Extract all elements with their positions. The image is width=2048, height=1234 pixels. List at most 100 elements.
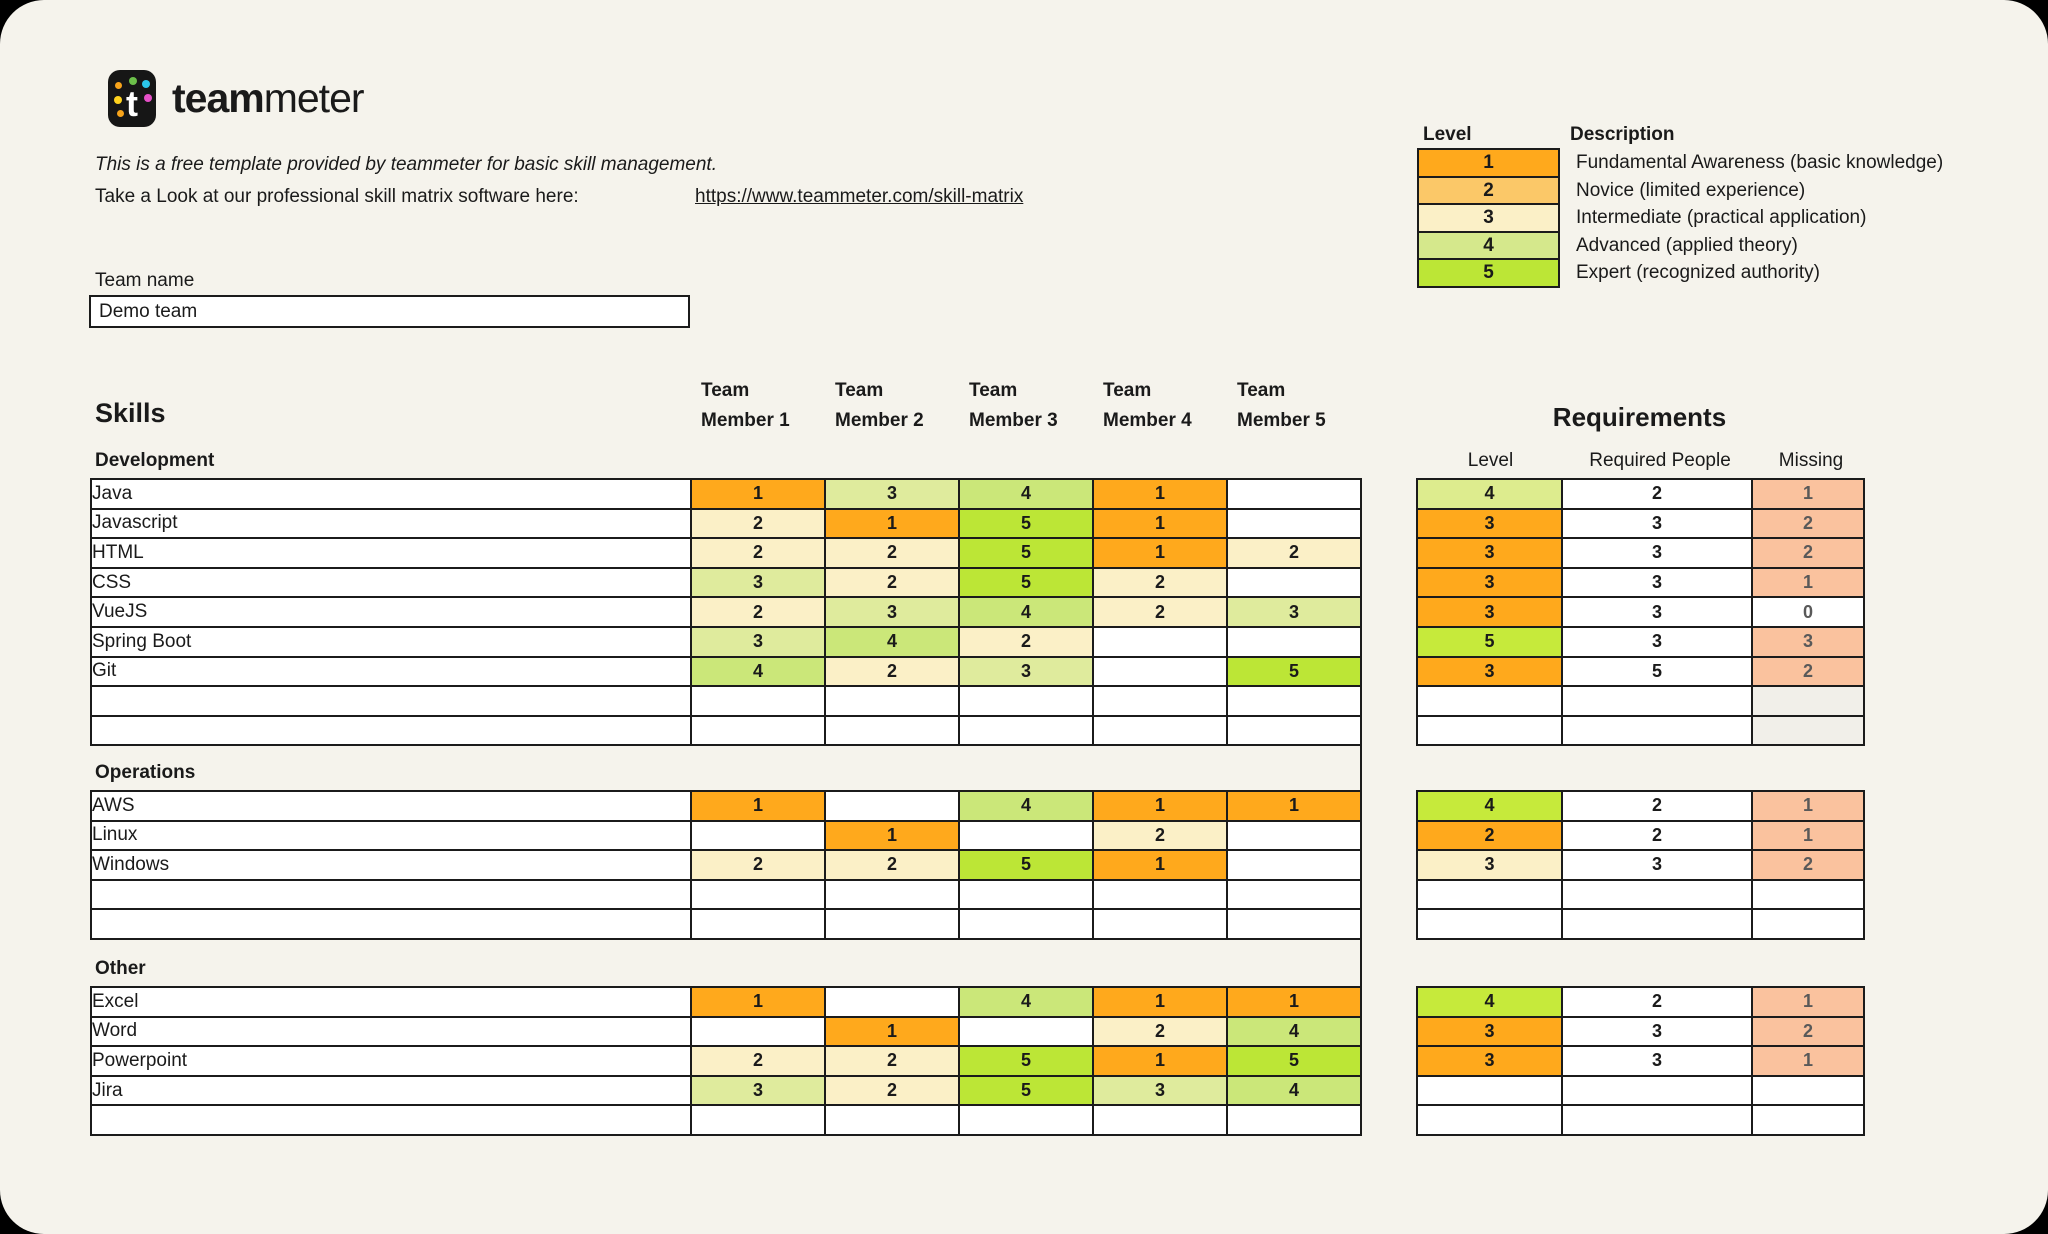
skill-level-cell[interactable]: 5	[958, 1074, 1094, 1107]
skill-level-cell[interactable]: 2	[824, 537, 960, 569]
skill-name-cell[interactable]: Javascript	[90, 507, 692, 540]
required-people-cell[interactable]: 2	[1561, 986, 1753, 1018]
required-level-cell[interactable]: 3	[1416, 1015, 1563, 1048]
missing-cell[interactable]	[1751, 878, 1865, 911]
skill-level-cell[interactable]: 2	[1092, 596, 1228, 628]
skill-level-cell[interactable]: 2	[690, 849, 826, 881]
missing-cell[interactable]	[1751, 1104, 1865, 1136]
skill-name-cell[interactable]	[90, 714, 692, 747]
skill-level-cell[interactable]	[690, 819, 826, 852]
skill-level-cell[interactable]: 4	[1226, 1015, 1362, 1048]
skill-level-cell[interactable]: 1	[1092, 507, 1228, 540]
skill-level-cell[interactable]	[824, 908, 960, 940]
skill-level-cell[interactable]	[690, 685, 826, 717]
required-people-cell[interactable]: 2	[1561, 478, 1753, 510]
skill-level-cell[interactable]: 4	[958, 478, 1094, 510]
required-level-cell[interactable]: 3	[1416, 849, 1563, 881]
skill-name-cell[interactable]: CSS	[90, 566, 692, 599]
required-people-cell[interactable]	[1561, 1104, 1753, 1136]
skill-level-cell[interactable]	[958, 908, 1094, 940]
skill-level-cell[interactable]: 1	[1092, 478, 1228, 510]
skill-level-cell[interactable]	[1226, 819, 1362, 852]
skill-level-cell[interactable]	[1226, 685, 1362, 717]
skill-level-cell[interactable]	[1092, 908, 1228, 940]
skill-level-cell[interactable]: 2	[824, 566, 960, 599]
required-people-cell[interactable]	[1561, 878, 1753, 911]
skill-level-cell[interactable]: 2	[824, 655, 960, 688]
required-level-cell[interactable]	[1416, 1074, 1563, 1107]
skill-level-cell[interactable]: 1	[1092, 1045, 1228, 1077]
skill-level-cell[interactable]	[1092, 685, 1228, 717]
skill-level-cell[interactable]	[824, 1104, 960, 1136]
missing-cell[interactable]: 0	[1751, 596, 1865, 628]
skill-level-cell[interactable]: 1	[1092, 537, 1228, 569]
skill-level-cell[interactable]: 5	[958, 1045, 1094, 1077]
skill-name-cell[interactable]	[90, 878, 692, 911]
skill-level-cell[interactable]	[1226, 849, 1362, 881]
team-name-input[interactable]	[89, 295, 690, 328]
skill-level-cell[interactable]: 3	[1092, 1074, 1228, 1107]
skill-level-cell[interactable]	[1226, 507, 1362, 540]
required-people-cell[interactable]: 3	[1561, 1045, 1753, 1077]
missing-cell[interactable]: 2	[1751, 1015, 1865, 1048]
skill-level-cell[interactable]: 2	[1092, 819, 1228, 852]
skill-name-cell[interactable]: Windows	[90, 849, 692, 881]
required-people-cell[interactable]: 2	[1561, 819, 1753, 852]
skill-name-cell[interactable]: Excel	[90, 986, 692, 1018]
skill-level-cell[interactable]: 5	[958, 849, 1094, 881]
required-level-cell[interactable]: 2	[1416, 819, 1563, 852]
skill-level-cell[interactable]: 1	[1226, 790, 1362, 822]
skill-level-cell[interactable]	[958, 819, 1094, 852]
skill-level-cell[interactable]	[824, 878, 960, 911]
skill-level-cell[interactable]	[824, 685, 960, 717]
skill-level-cell[interactable]: 2	[824, 1045, 960, 1077]
skill-level-cell[interactable]: 2	[690, 507, 826, 540]
skill-level-cell[interactable]: 1	[690, 478, 826, 510]
skill-level-cell[interactable]: 5	[958, 566, 1094, 599]
skill-level-cell[interactable]: 2	[824, 849, 960, 881]
skill-level-cell[interactable]: 1	[690, 790, 826, 822]
skill-level-cell[interactable]: 1	[1092, 790, 1228, 822]
required-level-cell[interactable]	[1416, 878, 1563, 911]
skill-name-cell[interactable]: AWS	[90, 790, 692, 822]
missing-cell[interactable]	[1751, 908, 1865, 940]
skill-level-cell[interactable]	[690, 1015, 826, 1048]
required-people-cell[interactable]: 3	[1561, 1015, 1753, 1048]
skill-level-cell[interactable]	[1226, 625, 1362, 658]
missing-cell[interactable]: 1	[1751, 478, 1865, 510]
missing-cell[interactable]: 1	[1751, 566, 1865, 599]
required-level-cell[interactable]: 3	[1416, 507, 1563, 540]
missing-cell[interactable]: 2	[1751, 537, 1865, 569]
skill-level-cell[interactable]: 3	[690, 1074, 826, 1107]
required-level-cell[interactable]: 4	[1416, 478, 1563, 510]
missing-cell[interactable]: 1	[1751, 790, 1865, 822]
skill-level-cell[interactable]	[1226, 908, 1362, 940]
skill-level-cell[interactable]: 5	[958, 507, 1094, 540]
missing-cell[interactable]: 1	[1751, 986, 1865, 1018]
skill-level-cell[interactable]	[1226, 478, 1362, 510]
skill-name-cell[interactable]: Spring Boot	[90, 625, 692, 658]
skill-level-cell[interactable]: 4	[1226, 1074, 1362, 1107]
skill-name-cell[interactable]	[90, 685, 692, 717]
skill-level-cell[interactable]: 1	[824, 507, 960, 540]
required-people-cell[interactable]	[1561, 714, 1753, 747]
required-people-cell[interactable]: 3	[1561, 849, 1753, 881]
skill-level-cell[interactable]	[958, 878, 1094, 911]
skill-level-cell[interactable]: 3	[824, 478, 960, 510]
skill-level-cell[interactable]	[958, 714, 1094, 747]
required-people-cell[interactable]: 3	[1561, 596, 1753, 628]
required-level-cell[interactable]: 3	[1416, 537, 1563, 569]
skill-level-cell[interactable]: 3	[690, 625, 826, 658]
skill-level-cell[interactable]: 2	[824, 1074, 960, 1107]
required-level-cell[interactable]: 3	[1416, 596, 1563, 628]
skill-name-cell[interactable]: Powerpoint	[90, 1045, 692, 1077]
skill-level-cell[interactable]: 4	[958, 790, 1094, 822]
skill-level-cell[interactable]: 5	[958, 537, 1094, 569]
required-level-cell[interactable]: 4	[1416, 790, 1563, 822]
skill-level-cell[interactable]	[1092, 878, 1228, 911]
skill-level-cell[interactable]: 1	[690, 986, 826, 1018]
required-people-cell[interactable]: 5	[1561, 655, 1753, 688]
skill-name-cell[interactable]: HTML	[90, 537, 692, 569]
missing-cell[interactable]: 2	[1751, 849, 1865, 881]
missing-cell[interactable]: 3	[1751, 625, 1865, 658]
